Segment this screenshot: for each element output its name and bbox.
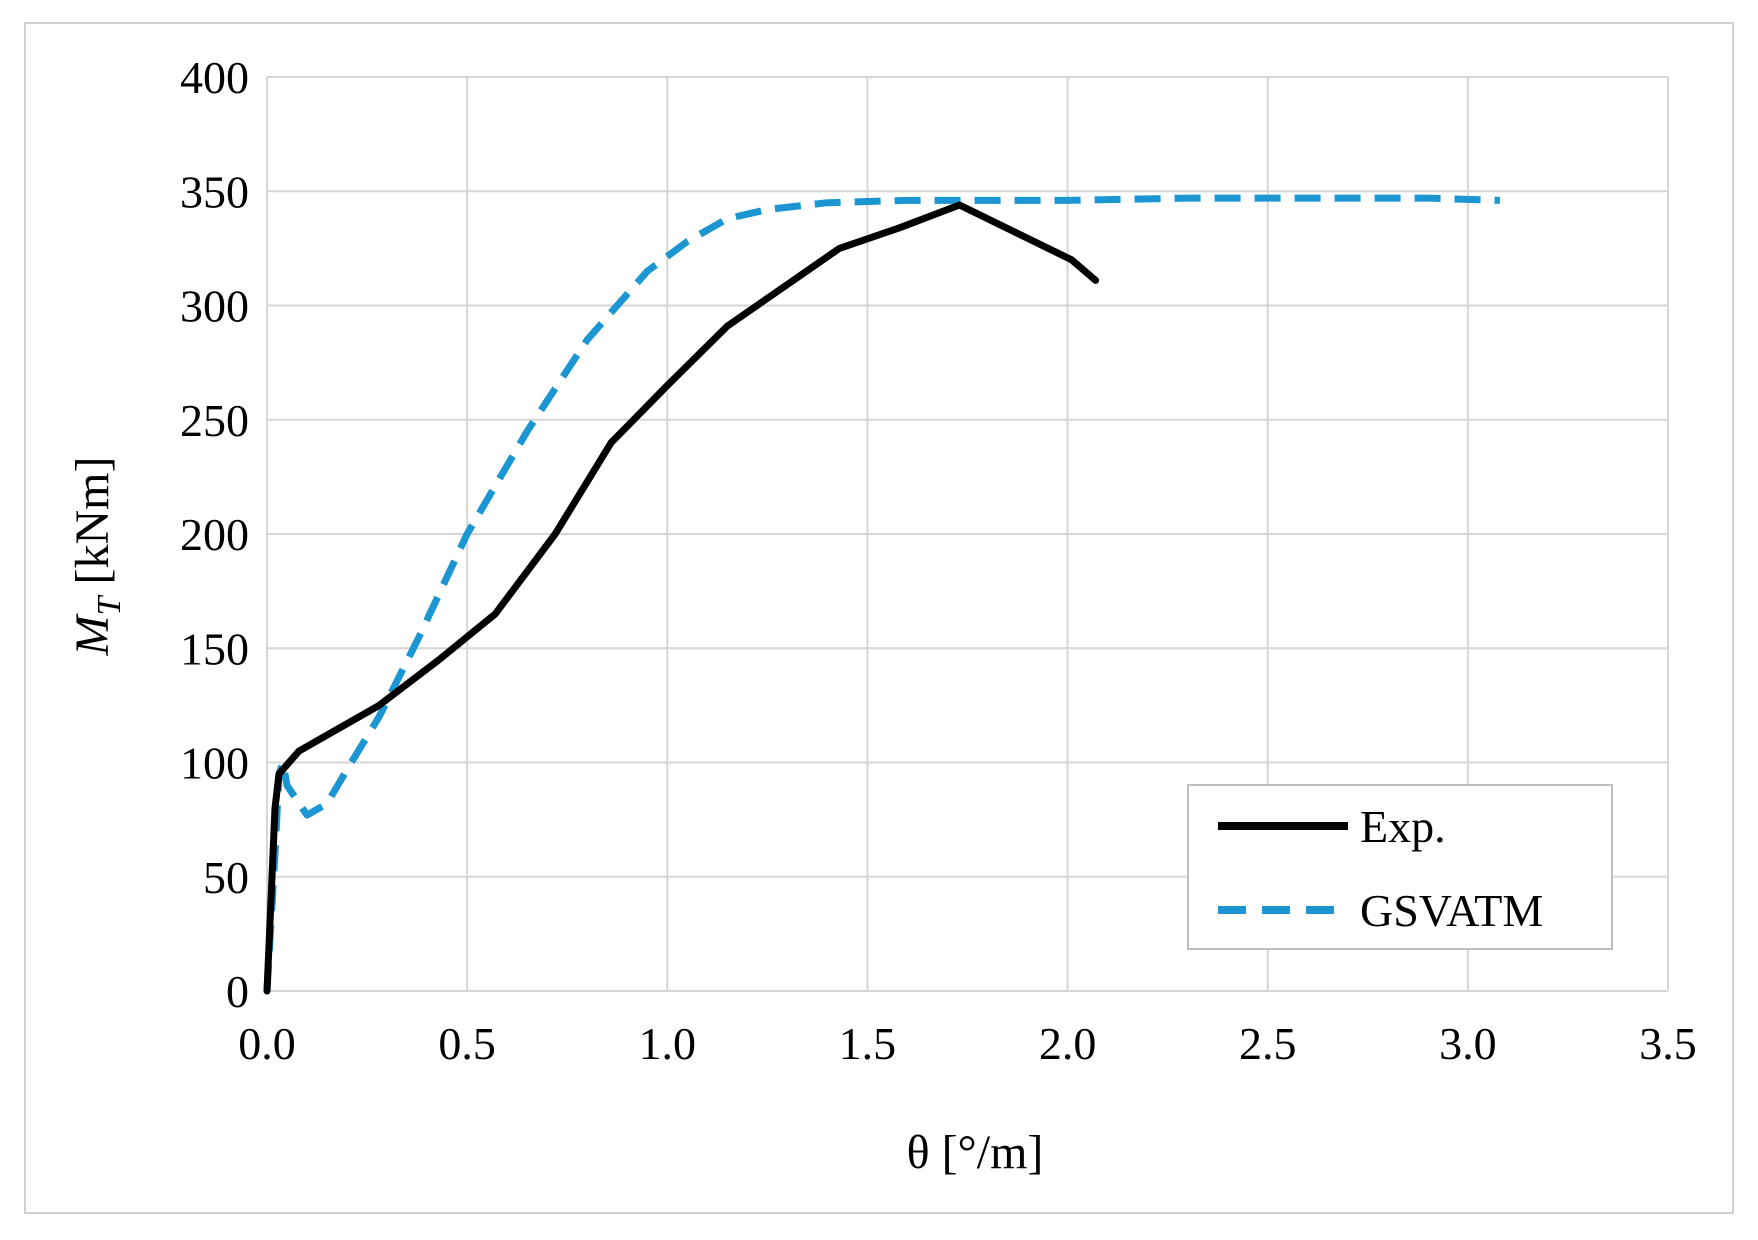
y-tick-label: 400 <box>180 52 249 103</box>
legend: Exp. GSVATM <box>1187 784 1613 950</box>
y-tick-label: 50 <box>203 852 249 903</box>
x-tick-label: 1.0 <box>639 1018 697 1069</box>
y-axis-title-unit: [kNm] <box>66 457 119 597</box>
x-axis-title: θ [°/m] <box>907 1126 1044 1179</box>
x-tick-label: 0.5 <box>438 1018 496 1069</box>
y-axis-title-sub: T <box>91 594 128 615</box>
y-tick-label: 150 <box>180 623 249 674</box>
x-tick-label: 3.5 <box>1639 1018 1697 1069</box>
y-tick-label: 300 <box>180 281 249 332</box>
x-tick-label: 1.5 <box>839 1018 897 1069</box>
chart-frame <box>24 22 1734 1214</box>
series-line-exp <box>263 201 1100 995</box>
y-axis-title: MT [kNm] <box>66 457 128 657</box>
legend-label-exp: Exp. <box>1360 801 1446 852</box>
series-line-gsvatm <box>263 194 1501 992</box>
series-layer <box>263 194 1501 995</box>
tick-labels: 0.0 0.5 1.0 1.5 2.0 2.5 3.0 3.5 0 50 100 150 200 250 3… <box>180 52 1697 1069</box>
y-tick-label: 0 <box>226 966 249 1017</box>
legend-box <box>1187 784 1613 950</box>
legend-label-gsvatm: GSVATM <box>1360 885 1543 936</box>
y-tick-label: 250 <box>180 395 249 446</box>
y-tick-label: 100 <box>180 738 249 789</box>
x-tick-label: 3.0 <box>1439 1018 1497 1069</box>
x-tick-label: 0.0 <box>238 1018 296 1069</box>
svg-text:MT [kNm]: MT [kNm] <box>66 457 128 657</box>
y-axis-title-main: M <box>66 612 119 656</box>
y-tick-label: 200 <box>180 509 249 560</box>
x-tick-label: 2.5 <box>1239 1018 1297 1069</box>
y-tick-label: 350 <box>180 166 249 217</box>
x-tick-label: 2.0 <box>1039 1018 1097 1069</box>
